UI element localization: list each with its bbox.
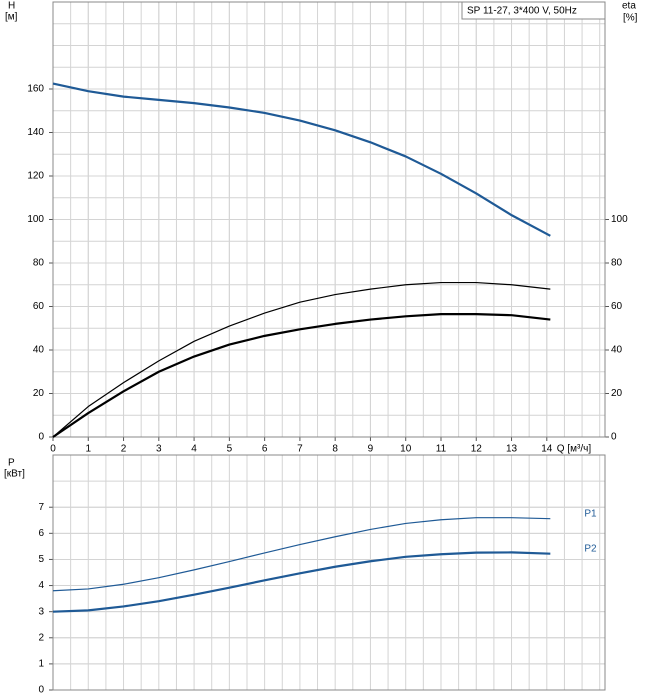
x-tick-label: 6 xyxy=(262,444,268,455)
x-tick-label: 1 xyxy=(85,444,91,455)
y2-tick-label: 40 xyxy=(611,345,623,356)
y2-tick-label: 60 xyxy=(611,301,623,312)
y-tick-label: 2 xyxy=(38,632,44,643)
y-tick-label: 20 xyxy=(33,388,45,399)
x-tick-label: 12 xyxy=(471,444,483,455)
y-unit: [кВт] xyxy=(4,469,25,480)
y-tick-label: 60 xyxy=(33,301,45,312)
chart-title: SP 11-27, 3*400 V, 50Hz xyxy=(467,6,577,17)
y2-tick-label: 100 xyxy=(611,214,628,225)
x-tick-label: 9 xyxy=(368,444,374,455)
x-tick-label: 11 xyxy=(436,444,447,455)
y-tick-label: 160 xyxy=(27,84,44,95)
y-tick-label: 120 xyxy=(27,171,44,182)
y-label: P xyxy=(8,458,15,469)
y-tick-label: 100 xyxy=(27,214,44,225)
y2-unit: [%] xyxy=(623,13,638,24)
plot-frame xyxy=(52,1,606,438)
y-tick-label: 7 xyxy=(38,502,44,513)
curve xyxy=(52,313,551,438)
series-label: P1 xyxy=(584,508,597,519)
curve xyxy=(52,551,551,613)
y-tick-label: 1 xyxy=(38,659,44,670)
x-tick-label: 10 xyxy=(400,444,412,455)
y-unit: [м] xyxy=(5,12,18,23)
x-tick-label: 3 xyxy=(156,444,162,455)
y-tick-label: 6 xyxy=(38,528,44,539)
y-tick-label: 80 xyxy=(33,258,45,269)
y2-tick-label: 80 xyxy=(611,258,623,269)
y2-tick-label: 20 xyxy=(611,388,623,399)
series-label: P2 xyxy=(584,543,597,554)
x-tick-label: 0 xyxy=(50,444,56,455)
y-tick-label: 0 xyxy=(38,685,44,696)
y-tick-label: 40 xyxy=(33,345,45,356)
x-axis-label: Q [м³/ч] xyxy=(557,444,592,455)
curve xyxy=(52,517,551,592)
y-tick-label: 140 xyxy=(27,127,44,138)
x-tick-label: 2 xyxy=(121,444,127,455)
y-tick-label: 0 xyxy=(38,432,44,443)
x-tick-label: 8 xyxy=(332,444,338,455)
x-tick-label: 7 xyxy=(297,444,303,455)
x-tick-label: 5 xyxy=(227,444,233,455)
x-tick-label: 4 xyxy=(191,444,197,455)
x-tick-label: 14 xyxy=(541,444,553,455)
y-tick-label: 5 xyxy=(38,554,44,565)
x-tick-label: 13 xyxy=(506,444,518,455)
y2-label: eta xyxy=(622,1,636,12)
y2-tick-label: 0 xyxy=(611,432,617,443)
curve xyxy=(52,281,551,438)
plot-frame xyxy=(52,454,606,691)
curve xyxy=(52,82,551,237)
y-tick-label: 3 xyxy=(38,606,44,617)
y-tick-label: 4 xyxy=(38,580,44,591)
title-box xyxy=(461,1,606,20)
y-label: H xyxy=(8,1,15,12)
